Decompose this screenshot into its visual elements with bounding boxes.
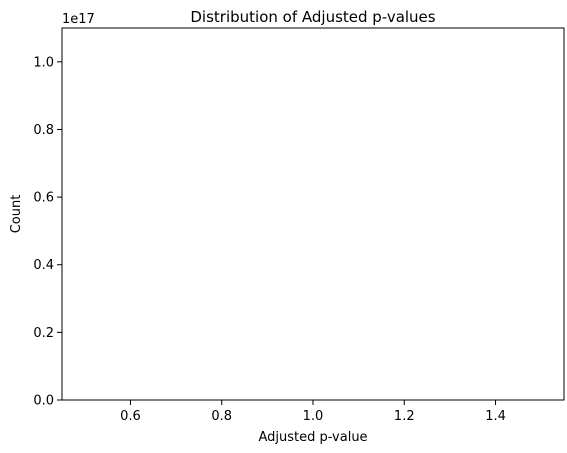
- x-axis-ticks: 0.6 0.8 1.0 1.2 1.4: [120, 400, 506, 424]
- y-axis-ticks: 0.0 0.2 0.4 0.6 0.8 1.0: [33, 55, 62, 408]
- x-tick-label: 1.2: [394, 409, 415, 424]
- x-tick-label: 0.8: [211, 409, 232, 424]
- y-tick-label: 1.0: [33, 55, 54, 70]
- x-axis-label: Adjusted p-value: [258, 430, 367, 445]
- chart-title: Distribution of Adjusted p-values: [190, 8, 435, 26]
- x-tick-label: 0.6: [120, 409, 141, 424]
- y-offset-text: 1e17: [62, 12, 95, 27]
- x-tick-label: 1.0: [303, 409, 324, 424]
- y-axis-label: Count: [9, 195, 24, 234]
- y-tick-label: 0.2: [33, 326, 54, 341]
- y-tick-label: 0.0: [33, 394, 54, 409]
- plot-area: [62, 28, 564, 400]
- x-tick-label: 1.4: [485, 409, 506, 424]
- y-tick-label: 0.8: [33, 123, 54, 138]
- y-tick-label: 0.4: [33, 258, 54, 273]
- y-tick-label: 0.6: [33, 191, 54, 206]
